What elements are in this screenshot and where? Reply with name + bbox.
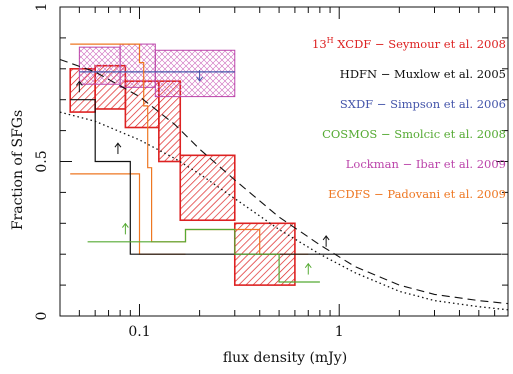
series-sxdf: [79, 70, 235, 82]
series-layer: [59, 43, 509, 311]
x-tick-label-1: 1: [335, 324, 344, 340]
hdfn-arrow-0: [75, 80, 83, 93]
cosmos-arrow-1: [304, 262, 312, 275]
legend-label-xcdf: XCDF − Seymour et al. 2008: [334, 37, 506, 51]
lockman-bin-2: [154, 49, 236, 98]
xcdf-bin-4: [179, 154, 236, 222]
series-xcdf: [69, 64, 296, 286]
hdfn-line: [70, 99, 502, 255]
y-axis-label: Fraction of SFGs: [10, 110, 26, 230]
hdfn-arrow-0-head: [75, 80, 83, 86]
series-lockman: [78, 43, 236, 98]
hdfn-arrow-1-head: [114, 142, 122, 148]
sxdf-arrow-0-head: [196, 76, 204, 82]
sxdf-arrow-0: [196, 70, 204, 82]
y-tick-label-0: 0: [34, 312, 50, 321]
x-tick-label-0: 0.1: [128, 324, 150, 340]
series-model-dashed: [59, 58, 509, 305]
legend-prefix-xcdf: 13: [312, 37, 327, 51]
hdfn-arrow-2: [322, 235, 330, 247]
legend-entry-xcdf: 13H XCDF − Seymour et al. 2008: [312, 36, 506, 51]
xcdf-bin-2: [124, 80, 160, 129]
cosmos-arrow-1-head: [304, 262, 312, 269]
legend-entry-hdfn: HDFN − Muxlow et al. 2005: [340, 67, 506, 81]
y-tick-label-1: 0.5: [34, 150, 50, 172]
legend-label-lockman: Lockman − Ibar et al. 2009: [346, 157, 506, 171]
legend-entry-lockman: Lockman − Ibar et al. 2009: [346, 157, 506, 171]
legend-entry-ecdfs: ECDFS − Padovani et al. 2009: [328, 187, 506, 201]
model-dashed-line: [59, 58, 509, 305]
legend-entry-sxdf: SXDF − Simpson et al. 2006: [340, 97, 506, 111]
ticks-layer: 0.1 1 0 0.5 1: [34, 3, 509, 340]
hdfn-arrow-2-head: [322, 235, 330, 241]
y-tick-label-2: 1: [34, 3, 50, 12]
legend-sup-xcdf: H: [327, 36, 334, 45]
series-hdfn: [70, 80, 502, 255]
legend-entry-cosmos: COSMOS − Smolcic et al. 2008: [322, 127, 506, 141]
legend-label-ecdfs: ECDFS − Padovani et al. 2009: [328, 187, 506, 201]
cosmos-arrow-0: [121, 222, 129, 235]
cosmos-line: [87, 228, 320, 283]
lockman-bin-1: [119, 43, 156, 88]
ecdfs-line: [70, 43, 309, 255]
hdfn-arrow-1: [114, 142, 122, 155]
x-axis-label: flux density (mJy): [223, 350, 347, 366]
lockman-bin-0: [78, 46, 121, 85]
legend-label-cosmos: COSMOS − Smolcic et al. 2008: [322, 127, 506, 141]
series-cosmos: [87, 222, 320, 283]
cosmos-arrow-0-head: [121, 222, 129, 228]
legend-label-sxdf: SXDF − Simpson et al. 2006: [340, 97, 506, 111]
legend: 13H XCDF − Seymour et al. 2008 HDFN − Mux…: [312, 36, 506, 201]
legend-label-hdfn: HDFN − Muxlow et al. 2005: [340, 67, 506, 81]
